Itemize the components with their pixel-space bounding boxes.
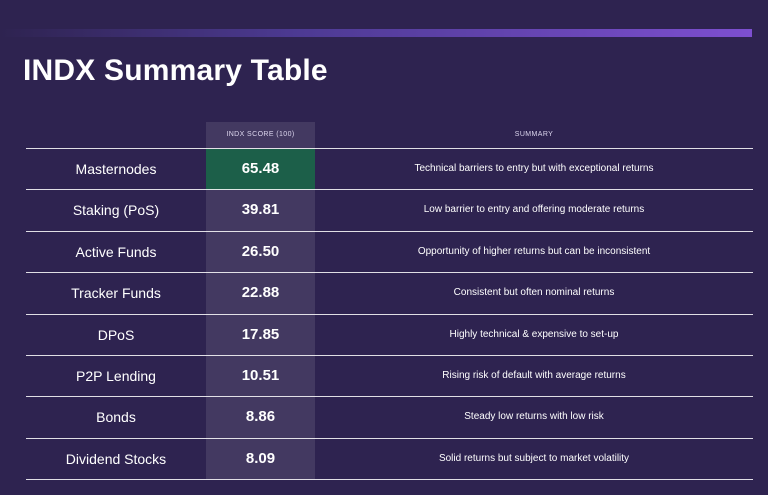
row-summary: Technical barriers to entry but with exc…	[414, 163, 654, 174]
row-score: 17.85	[241, 325, 280, 343]
row-summary: Steady low returns with low risk	[464, 411, 604, 423]
row-name: Staking (PoS)	[72, 202, 160, 219]
row-name: Masternodes	[75, 161, 157, 177]
summary-table: INDX SCORE (100) SUMMARY Masternodes 65.…	[26, 122, 753, 481]
table-row-dpos: DPoS 17.85 Highly technical & expensive …	[26, 313, 753, 355]
row-summary: Rising risk of default with average retu…	[442, 369, 626, 381]
row-summary: Consistent but often nominal returns	[453, 287, 615, 299]
row-summary: Opportunity of higher returns but can be…	[417, 245, 651, 257]
accent-bar	[0, 29, 752, 37]
row-name: Tracker Funds	[71, 285, 161, 302]
row-score: 65.48	[241, 160, 280, 177]
table-row-tracker-funds: Tracker Funds 22.88 Consistent but often…	[26, 272, 753, 313]
row-score: 22.88	[241, 284, 280, 302]
row-summary: Low barrier to entry and offering modera…	[423, 204, 645, 216]
row-name: DPoS	[97, 326, 135, 343]
table-row-masternodes: Masternodes 65.48 Technical barriers to …	[26, 148, 753, 189]
row-name: P2P Lending	[76, 367, 156, 384]
row-score: 10.51	[241, 366, 280, 384]
header-score: INDX SCORE (100)	[226, 131, 295, 138]
row-summary: Highly technical & expensive to set-up	[449, 328, 619, 340]
row-name: Bonds	[96, 409, 136, 426]
table-row-staking: Staking (PoS) 39.81 Low barrier to entry…	[26, 189, 753, 230]
row-name: Dividend Stocks	[65, 450, 167, 467]
table-row-p2p-lending: P2P Lending 10.51 Rising risk of default…	[26, 354, 753, 396]
row-summary: Solid returns but subject to market vola…	[438, 452, 630, 464]
table-header-row: INDX SCORE (100) SUMMARY	[26, 122, 753, 148]
table-row-dividend-stocks: Dividend Stocks 8.09 Solid returns but s…	[26, 437, 753, 481]
row-score: 8.86	[245, 408, 276, 426]
row-score: 26.50	[241, 242, 280, 260]
header-summary: SUMMARY	[514, 131, 554, 138]
table-row-active-funds: Active Funds 26.50 Opportunity of higher…	[26, 230, 753, 272]
row-name: Active Funds	[75, 243, 157, 260]
table-row-bonds: Bonds 8.86 Steady low returns with low r…	[26, 396, 753, 437]
page-title: INDX Summary Table	[23, 54, 328, 87]
row-score: 39.81	[241, 201, 280, 219]
row-score: 8.09	[245, 449, 276, 467]
top-score-highlight	[206, 149, 315, 190]
